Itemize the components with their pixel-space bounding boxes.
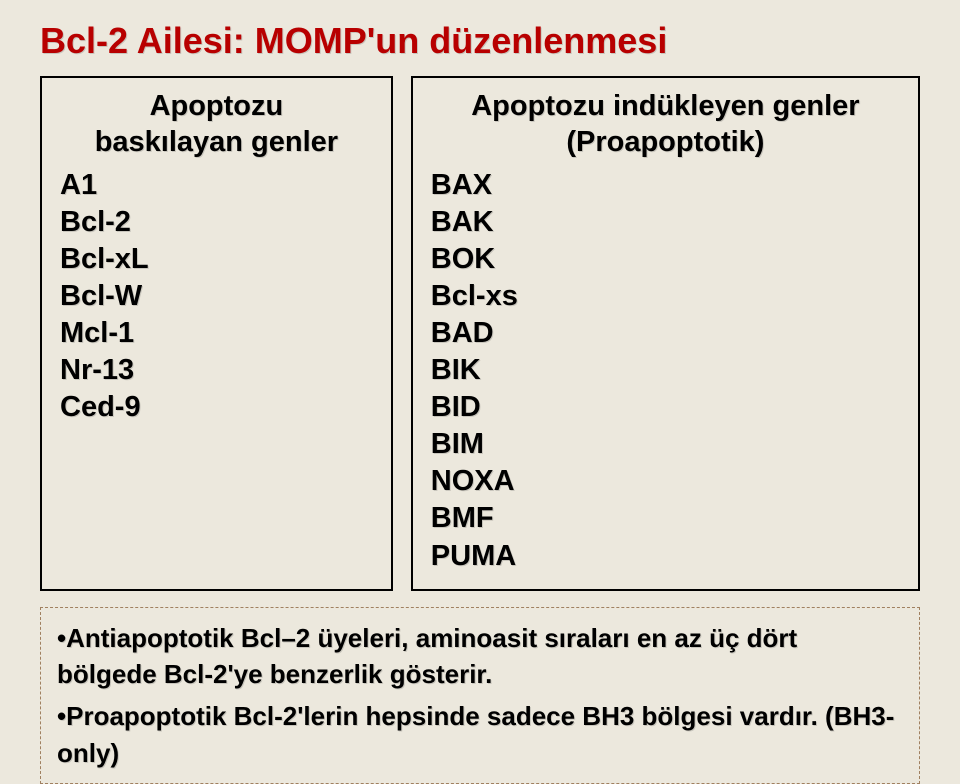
inducer-item: BMF [431,500,900,537]
inducer-header: Apoptozu indükleyen genler (Proapoptotik… [431,88,900,161]
footnote-bullet: •Proapoptotik Bcl-2'lerin hepsinde sadec… [57,698,903,771]
suppressor-item: Ced-9 [60,389,373,426]
inducer-item: BOK [431,241,900,278]
inducer-item: BAK [431,204,900,241]
inducer-item: BIM [431,426,900,463]
slide-title: Bcl-2 Ailesi: MOMP'un düzenlenmesi [40,20,920,62]
suppressor-item: Nr-13 [60,352,373,389]
gene-table: Apoptozu baskılayan genler A1 Bcl-2 Bcl-… [40,76,920,591]
inducer-item: Bcl-xs [431,278,900,315]
suppressor-header-line1: Apoptozu [150,90,284,122]
inducer-item: PUMA [431,538,900,575]
inducer-item: BIK [431,352,900,389]
inducer-item: BID [431,389,900,426]
inducer-item: BAX [431,167,900,204]
suppressor-item: Mcl-1 [60,315,373,352]
suppressor-item: Bcl-xL [60,241,373,278]
suppressor-header-line2: baskılayan genler [95,126,338,158]
inducer-column: Apoptozu indükleyen genler (Proapoptotik… [411,76,920,591]
suppressor-item: A1 [60,167,373,204]
suppressor-item: Bcl-W [60,278,373,315]
footnote-bullet: •Antiapoptotik Bcl–2 üyeleri, aminoasit … [57,620,903,693]
suppressor-item: Bcl-2 [60,204,373,241]
suppressor-header: Apoptozu baskılayan genler [60,88,373,161]
inducer-item: NOXA [431,463,900,500]
slide: Bcl-2 Ailesi: MOMP'un düzenlenmesi Apopt… [0,0,960,720]
inducer-header-line2: (Proapoptotik) [566,126,764,158]
suppressor-column: Apoptozu baskılayan genler A1 Bcl-2 Bcl-… [40,76,393,591]
footnote-box: •Antiapoptotik Bcl–2 üyeleri, aminoasit … [40,607,920,784]
inducer-item: BAD [431,315,900,352]
inducer-header-line1: Apoptozu indükleyen genler [471,90,859,122]
